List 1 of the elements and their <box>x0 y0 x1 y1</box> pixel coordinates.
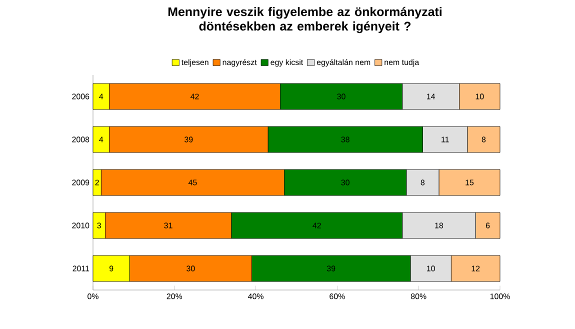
chart-title: Mennyire veszik figyelembe az önkormányzati döntésekben az emberek igényeit ? <box>168 6 442 34</box>
